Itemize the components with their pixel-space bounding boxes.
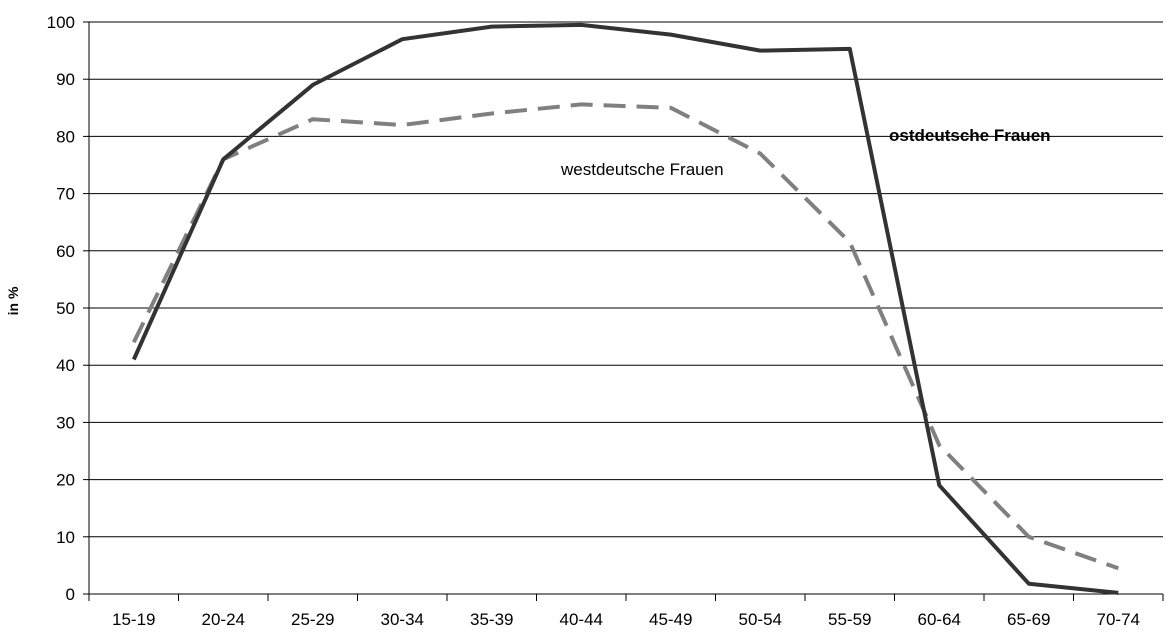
x-tick-label: 30-34	[381, 610, 424, 629]
x-tick-label: 15-19	[112, 610, 155, 629]
x-tick-label: 25-29	[291, 610, 334, 629]
series-line-westdeutsche-frauen	[132, 102, 1119, 571]
y-tick-label: 10	[56, 528, 75, 547]
x-tick-label: 50-54	[739, 610, 782, 629]
x-tick-label: 45-49	[649, 610, 692, 629]
y-tick-label: 50	[56, 299, 75, 318]
y-tick-label: 60	[56, 242, 75, 261]
x-tick-label: 55-59	[828, 610, 871, 629]
y-tick-label: 70	[56, 185, 75, 204]
y-tick-label: 30	[56, 413, 75, 432]
y-tick-label: 20	[56, 471, 75, 490]
x-tick-label: 35-39	[470, 610, 513, 629]
x-tick-labels: 15-19 20-24 25-29 30-34 35-39 40-44 45-49 50-54…	[112, 610, 1140, 629]
gridlines	[89, 21, 1163, 538]
series-lines	[131, 22, 1119, 595]
y-tick-labels: 0 10 20 30 40 50 60 70 80 90 100	[47, 13, 75, 604]
y-tick-label: 0	[66, 585, 75, 604]
x-tick-label: 40-44	[560, 610, 603, 629]
y-tick-label: 40	[56, 356, 75, 375]
x-tick-label: 70-74	[1097, 610, 1140, 629]
x-tick-label: 60-64	[918, 610, 961, 629]
y-axis-title: in %	[5, 286, 21, 315]
series-label-westdeutsche-frauen: westdeutsche Frauen	[560, 160, 724, 179]
y-tick-label: 100	[47, 13, 75, 32]
y-tick-label: 80	[56, 127, 75, 146]
series-label-ostdeutsche-frauen: ostdeutsche Frauen	[889, 126, 1051, 145]
y-tick-label: 90	[56, 70, 75, 89]
series-line-ostdeutsche-frauen	[131, 22, 1119, 595]
x-tick-label: 20-24	[202, 610, 245, 629]
x-tick-label: 65-69	[1007, 610, 1050, 629]
axes	[83, 21, 1164, 601]
